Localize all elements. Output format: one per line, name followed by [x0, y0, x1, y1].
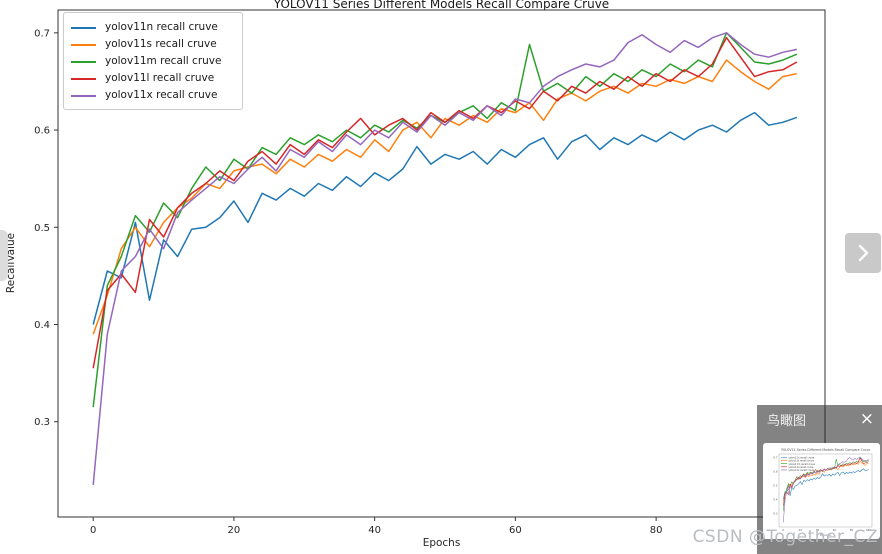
- svg-text:100: 100: [866, 528, 872, 532]
- mini-series-line-yolov11x: [783, 456, 869, 523]
- chart-title: YOLOV11 Series Different Models Recall C…: [273, 0, 609, 11]
- series-line-yolov11x: [92, 32, 798, 485]
- y-tick-label: 0.5: [34, 223, 50, 234]
- svg-text:80: 80: [850, 528, 854, 532]
- svg-text:0.5: 0.5: [773, 483, 778, 487]
- svg-text:0: 0: [782, 528, 784, 532]
- svg-text:yolov11x recall cruve: yolov11x recall cruve: [789, 469, 815, 472]
- x-tick-label: 60: [509, 525, 522, 536]
- legend-label: yolov11l recall cruve: [105, 72, 215, 84]
- close-icon[interactable]: ×: [859, 408, 874, 429]
- y-axis-label: RecallValue: [5, 233, 17, 293]
- legend-line-sample: [71, 26, 96, 29]
- legend-label: yolov11n recall cruve: [105, 21, 218, 33]
- svg-text:0.7: 0.7: [773, 455, 778, 459]
- legend-label: yolov11x recall cruve: [105, 89, 218, 101]
- chevron-right-icon: [858, 244, 869, 262]
- birdseye-title: 鸟瞰图: [767, 413, 807, 429]
- svg-text:yolov11m recall cruve: yolov11m recall cruve: [789, 463, 816, 466]
- mini-x-axis-label: Epochs: [820, 533, 831, 537]
- svg-text:20: 20: [799, 528, 803, 532]
- mini-series-line-yolov11n: [783, 468, 869, 500]
- series-line-yolov11n: [92, 111, 798, 325]
- y-tick-label: 0.7: [34, 28, 50, 39]
- y-tick-label: 0.4: [34, 320, 50, 331]
- legend-item-yolov11l: yolov11l recall cruve: [71, 70, 234, 87]
- mini-plot-frame: [778, 453, 873, 528]
- chart-legend: yolov11n recall cruve yolov11s recall cru…: [63, 12, 243, 110]
- svg-text:40: 40: [816, 528, 820, 532]
- y-tick-label: 0.6: [34, 126, 50, 137]
- birdseye-card[interactable]: YOLOV11 Series Different Models Recall C…: [763, 443, 880, 539]
- legend-line-sample: [71, 43, 96, 46]
- prev-image-button[interactable]: [0, 230, 8, 281]
- legend-line-sample: [71, 77, 96, 80]
- birdseye-panel: 鸟瞰图 × YOLOV11 Series Different Models Re…: [757, 405, 882, 554]
- birdseye-mini-chart: YOLOV11 Series Different Models Recall C…: [773, 448, 873, 537]
- x-tick-label: 20: [228, 525, 241, 536]
- x-tick-label: 40: [368, 525, 381, 536]
- x-tick-label: 80: [650, 525, 663, 536]
- svg-text:0.6: 0.6: [773, 469, 778, 473]
- svg-text:0.3: 0.3: [773, 511, 778, 515]
- svg-text:yolov11l recall cruve: yolov11l recall cruve: [789, 466, 814, 469]
- series-line-yolov11l: [92, 36, 798, 369]
- y-tick-label: 0.3: [34, 417, 50, 428]
- svg-text:60: 60: [833, 528, 837, 532]
- legend-item-yolov11x: yolov11x recall cruve: [71, 87, 234, 104]
- next-image-button[interactable]: [845, 233, 881, 273]
- svg-text:yolov11n recall cruve: yolov11n recall cruve: [789, 457, 815, 460]
- legend-line-sample: [71, 94, 96, 97]
- legend-label: yolov11s recall cruve: [105, 38, 217, 50]
- svg-text:yolov11s recall cruve: yolov11s recall cruve: [789, 460, 815, 463]
- legend-line-sample: [71, 60, 96, 63]
- x-axis-label: Epochs: [423, 537, 461, 549]
- mini-chart-title: YOLOV11 Series Different Models Recall C…: [781, 448, 870, 452]
- svg-text:0.4: 0.4: [773, 497, 778, 501]
- legend-item-yolov11m: yolov11m recall cruve: [71, 53, 234, 70]
- legend-label: yolov11m recall cruve: [105, 55, 222, 67]
- plot-frame: [57, 9, 826, 518]
- csdn-watermark: CSDN @Together_CZ: [692, 527, 878, 547]
- legend-item-yolov11n: yolov11n recall cruve: [71, 19, 234, 36]
- x-tick-label: 0: [90, 525, 96, 536]
- birdseye-header: 鸟瞰图 ×: [757, 405, 882, 433]
- legend-item-yolov11s: yolov11s recall cruve: [71, 36, 234, 53]
